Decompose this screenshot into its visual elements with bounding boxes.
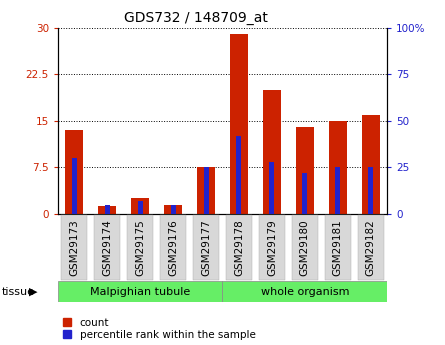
FancyBboxPatch shape [127, 215, 154, 280]
Bar [236, 136, 242, 214]
FancyBboxPatch shape [357, 215, 384, 280]
Text: GSM29180: GSM29180 [300, 219, 310, 276]
Text: GSM29175: GSM29175 [135, 219, 145, 276]
FancyBboxPatch shape [259, 215, 285, 280]
Bar [105, 205, 110, 214]
Bar [197, 167, 215, 214]
FancyBboxPatch shape [291, 215, 318, 280]
FancyBboxPatch shape [193, 215, 219, 280]
Bar [368, 167, 373, 214]
Text: GSM29177: GSM29177 [201, 219, 211, 276]
Text: GSM29182: GSM29182 [366, 219, 376, 276]
Bar [164, 205, 182, 214]
Bar [335, 167, 340, 214]
Text: GSM29174: GSM29174 [102, 219, 112, 276]
Bar [230, 34, 248, 214]
Bar [263, 90, 281, 214]
Bar [296, 127, 314, 214]
Bar [329, 121, 347, 214]
Bar [72, 158, 77, 214]
Text: GSM29178: GSM29178 [234, 219, 244, 276]
Text: whole organism: whole organism [261, 287, 349, 296]
Bar [138, 201, 143, 214]
Text: ▶: ▶ [29, 287, 37, 296]
Legend: count, percentile rank within the sample: count, percentile rank within the sample [63, 318, 255, 340]
FancyBboxPatch shape [58, 281, 222, 302]
Bar [65, 130, 83, 214]
Bar [362, 115, 380, 214]
Text: GSM29179: GSM29179 [267, 219, 277, 276]
FancyBboxPatch shape [226, 215, 252, 280]
Text: Malpighian tubule: Malpighian tubule [90, 287, 190, 296]
FancyBboxPatch shape [61, 215, 88, 280]
Bar [203, 167, 209, 214]
Bar [269, 162, 275, 214]
FancyBboxPatch shape [222, 281, 387, 302]
Text: GSM29173: GSM29173 [69, 219, 79, 276]
Text: tissue: tissue [2, 287, 35, 296]
Bar [170, 205, 176, 214]
Bar [98, 206, 116, 214]
FancyBboxPatch shape [160, 215, 186, 280]
FancyBboxPatch shape [94, 215, 121, 280]
Text: GSM29181: GSM29181 [333, 219, 343, 276]
Text: GSM29176: GSM29176 [168, 219, 178, 276]
Bar [131, 198, 149, 214]
Bar [302, 173, 307, 214]
FancyBboxPatch shape [324, 215, 351, 280]
Title: GDS732 / 148709_at: GDS732 / 148709_at [124, 11, 268, 25]
